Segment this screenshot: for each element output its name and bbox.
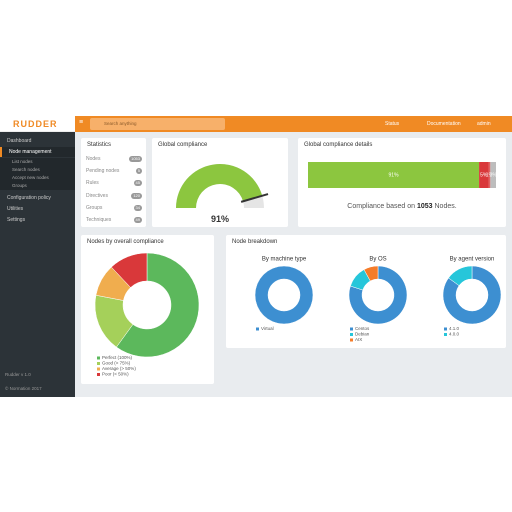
legend-swatch [97,373,100,376]
stat-label: Nodes [86,156,101,162]
bar-segment [479,162,489,188]
donuts: By machine type Virtual By OS CentosDebianA… [254,257,502,342]
nav-subitem[interactable]: Groups [0,182,75,190]
stat-row: Directives 120 [86,192,142,204]
legend-swatch [256,327,259,331]
search-box[interactable]: Search anything [90,118,225,130]
donut-slice [442,265,502,325]
copyright: © Normation 2017 [5,386,42,391]
panel-title: Node breakdown [232,239,278,245]
stat-label: Groups [86,204,103,211]
status[interactable]: Status [385,121,400,127]
donut-slice [363,265,379,282]
donut-slice [116,252,200,358]
panel-title: Nodes by overall compliance [87,239,164,245]
stat-row: Techniques 49 [86,217,142,228]
nav-item[interactable]: Dashboard [7,138,32,144]
bar-label: 91% [389,172,400,178]
caption: Compliance based on 1053 Nodes. [298,203,506,210]
legend-swatch [97,356,100,360]
bar-label: 3% [490,172,496,178]
node-breakdown-panel: Node breakdown By machine type Virtual By … [226,235,506,348]
documentation[interactable]: Documentation [427,121,461,127]
stat-label: Techniques [86,217,112,223]
stat-badge: 5 [135,168,142,175]
statistics-panel: Statistics Nodes 1053 Pending nodes 5 Rules 45… [81,138,146,227]
chart-title: By machine type [262,257,307,263]
stat-row: Nodes 1053 [86,156,142,167]
stat-label: Directives [86,192,108,199]
stat-row: Groups 34 [86,204,142,216]
legend-swatch [97,367,100,371]
legend-label: Good (> 75%) [102,361,131,366]
chart-title: By OS [369,257,386,263]
legend-label: AIX [355,337,362,342]
nav-subitem[interactable]: Search nodes [0,166,75,174]
bar-label: 5% [480,172,488,178]
sidebar: Rudder v 1.0 © Normation 2017 Dashboard N… [0,132,75,397]
legend-swatch [350,333,353,336]
version: Rudder v 1.0 [5,372,31,377]
legend-label: Average (> 50%) [102,366,136,371]
legend-label: 4.0.0 [449,332,460,337]
legend-label: Virtual [261,326,274,331]
caption-text: Nodes. [434,203,457,210]
gauge-needle [240,193,269,203]
legend-label: Perfect (100%) [102,355,133,360]
nav-item[interactable]: Configuration policy [7,195,51,201]
stat-label: Pending nodes [86,168,120,175]
legend-label: 4.1.0 [449,326,460,331]
nav-subitem[interactable]: Accept new nodes [0,174,75,182]
legend-label: Centos [355,326,370,331]
legend-swatch [350,327,353,331]
panel-title: Statistics [87,142,112,148]
stat-badge: 45 [133,180,142,187]
donut-slice [111,252,148,288]
logo[interactable]: RUDDER [13,119,58,129]
caption-text: Compliance based on [347,203,416,210]
legend-swatch [97,362,100,365]
gauge-label: 91% [210,214,229,224]
gauge-panel: Global compliance 91% [152,138,288,227]
legend-label: Poor (< 50%) [102,372,129,377]
gauge-fill [176,163,263,208]
logo-area: RUDDER [0,116,75,132]
stat-label: Rules [86,180,99,187]
compliance-bar: 91% 5%1%3% [308,162,496,188]
search-placeholder: Search anything [104,121,137,126]
stat-badge: 49 [133,217,142,223]
bar-segment [490,162,496,188]
top-bar: ≡ Search anything Status Documentation a… [75,116,512,132]
legend-label: Debian [355,332,370,337]
bar-segment [308,162,480,188]
user[interactable]: admin [477,121,491,127]
menu-toggle[interactable]: ≡ [79,119,84,126]
nav-subitem[interactable]: List nodes [0,158,75,166]
donut-slice [448,265,473,286]
donut-slice [254,265,314,325]
stat-badge: 120 [131,192,142,199]
bar-label: 1% [486,172,494,178]
details-panel: Global compliance details 91% 5%1%3% Comp… [298,138,506,227]
chart-title: By agent version [450,257,495,263]
gauge [176,163,269,208]
nodes-compliance-panel: Nodes by overall compliance Perfect (100… [81,235,214,384]
stat-badge: 1053 [129,156,142,162]
legend-swatch [350,338,353,342]
panel-title: Global compliance [158,142,208,148]
stat-badge: 34 [133,204,142,211]
nav-item[interactable]: Node management [0,147,75,157]
legend-swatch [444,333,447,336]
donut: Perfect (100%)Good (> 75%)Average (> 50%… [94,252,200,377]
caption-count: 1053 [416,203,433,210]
panel-title: Global compliance details [304,142,373,148]
legend-swatch [444,327,447,331]
stat-row: Rules 45 [86,180,142,191]
nav-item[interactable]: Settings [7,217,26,223]
nav-item[interactable]: Utilities [7,206,24,212]
donut-slice [348,265,408,325]
bar-segment [488,162,491,188]
stat-row: Pending nodes 5 [86,168,142,179]
